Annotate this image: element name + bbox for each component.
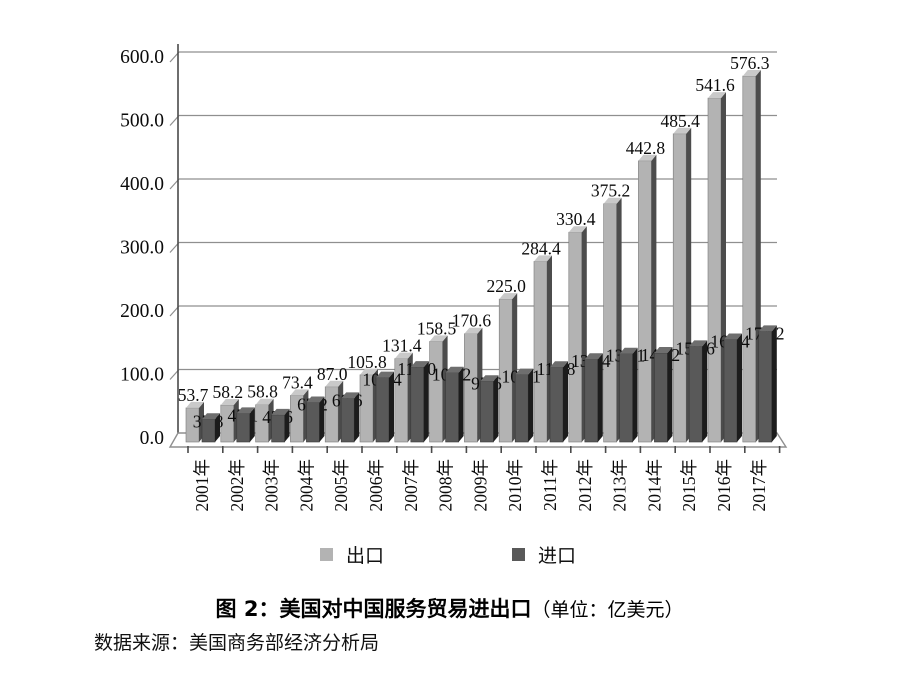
x-category-label: 2016年 — [714, 459, 734, 512]
export-value-label: 58.8 — [247, 382, 278, 402]
import-bar — [654, 347, 673, 443]
export-bar — [464, 327, 483, 443]
import-bar — [723, 333, 742, 443]
export-value-label: 73.4 — [282, 372, 313, 392]
x-category-label: 2008年 — [436, 459, 456, 512]
export-value-label: 375.2 — [591, 181, 630, 201]
import-bar — [375, 371, 394, 443]
export-bar — [533, 255, 552, 443]
export-value-label: 330.4 — [556, 209, 596, 229]
export-value-label: 87.0 — [317, 364, 348, 384]
y-tick-label: 300.0 — [120, 238, 164, 259]
export-value-label: 105.8 — [347, 352, 387, 372]
export-value-label: 485.4 — [661, 111, 701, 131]
export-value-label: 225.0 — [487, 276, 527, 296]
export-value-label: 158.5 — [417, 318, 457, 338]
export-bar — [638, 154, 657, 443]
export-value-label: 284.4 — [521, 238, 561, 258]
y-tick-label: 200.0 — [120, 301, 164, 322]
export-value-label: 576.3 — [730, 53, 770, 73]
bar-chart: 35.845.142.662.268.6101.4118.0109.295.61… — [120, 44, 788, 512]
import-bar — [758, 325, 777, 443]
import-bar — [584, 353, 603, 443]
import-bar — [410, 361, 429, 443]
export-value-label: 131.4 — [382, 336, 422, 356]
import-bar — [549, 361, 568, 443]
import-bar — [271, 408, 290, 443]
caption-title: 图 2：美国对中国服务贸易进出口 — [215, 597, 532, 621]
legend-item-exports: 出口 — [320, 545, 384, 567]
figure-caption: 图 2：美国对中国服务贸易进出口（单位：亿美元） — [0, 593, 899, 623]
x-category-label: 2005年 — [331, 459, 351, 512]
import-bar — [688, 340, 708, 443]
export-bar — [498, 293, 518, 443]
x-category-label: 2007年 — [401, 459, 421, 512]
export-bar — [672, 127, 692, 443]
x-category-label: 2002年 — [227, 459, 247, 512]
x-category-label: 2017年 — [749, 459, 769, 512]
export-value-label: 541.6 — [695, 75, 735, 95]
export-bar — [568, 226, 587, 443]
x-category-label: 2013年 — [610, 459, 630, 512]
import-bar — [306, 396, 325, 443]
x-category-label: 2011年 — [540, 459, 560, 511]
legend-item-imports: 进口 — [512, 545, 576, 567]
import-bar — [201, 413, 220, 443]
x-category-label: 2006年 — [366, 459, 386, 512]
import-bar — [340, 392, 360, 443]
y-tick-label: 500.0 — [120, 111, 164, 132]
exports-swatch-icon — [320, 547, 333, 561]
source-note: 数据来源：美国商务部经济分析局 — [94, 632, 380, 654]
x-category-label: 2010年 — [505, 459, 525, 512]
x-category-label: 2004年 — [296, 459, 316, 512]
export-value-label: 170.6 — [452, 311, 492, 331]
caption-unit-note: （单位：亿美元） — [531, 599, 684, 621]
export-bar — [707, 92, 726, 443]
export-bar — [429, 335, 448, 443]
x-category-label: 2001年 — [192, 459, 212, 512]
legend-label-exports: 出口 — [346, 544, 385, 567]
import-bar — [236, 407, 255, 443]
x-category-label: 2014年 — [644, 459, 664, 512]
x-category-label: 2003年 — [262, 459, 282, 512]
export-bar — [742, 70, 761, 443]
export-bar — [603, 197, 622, 443]
y-tick-label: 100.0 — [120, 365, 164, 386]
x-category-label: 2015年 — [679, 459, 699, 512]
export-value-label: 53.7 — [178, 385, 209, 405]
import-bar — [619, 347, 638, 443]
legend-label-imports: 进口 — [538, 544, 577, 567]
x-category-label: 2009年 — [470, 459, 490, 512]
export-value-label: 442.8 — [626, 138, 666, 158]
y-tick-label: 400.0 — [120, 174, 164, 195]
import-bar — [445, 366, 464, 443]
export-value-label: 58.2 — [212, 382, 243, 402]
export-bar — [255, 398, 274, 443]
import-bar — [480, 375, 499, 443]
x-category-label: 2012年 — [575, 459, 595, 512]
y-tick-label: 600.0 — [120, 47, 164, 68]
imports-swatch-icon — [512, 547, 525, 561]
y-tick-label: 0.0 — [140, 428, 164, 449]
import-bar — [514, 368, 534, 443]
